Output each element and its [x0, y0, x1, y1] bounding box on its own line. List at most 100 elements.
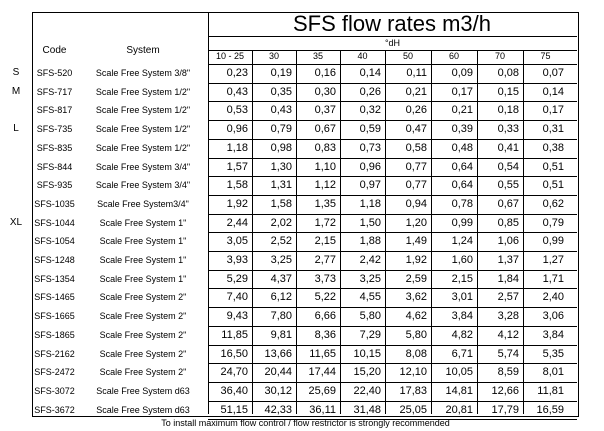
product-code: SFS-717 — [36, 86, 73, 97]
flow-rate-cell: 2,44 — [226, 216, 248, 229]
grid-line — [208, 36, 577, 37]
flow-rate-cell: 0,09 — [451, 67, 473, 79]
flow-rate-cell: 0,85 — [497, 216, 519, 229]
grid-line — [252, 50, 253, 414]
grid-line — [208, 344, 577, 346]
flow-rate-cell: 51,15 — [220, 403, 248, 416]
flow-rate-cell: 0,79 — [270, 123, 292, 136]
product-code: SFS-1665 — [34, 311, 75, 322]
flow-rate-cell: 5,29 — [226, 272, 248, 285]
flow-rate-cell: 1,58 — [270, 197, 292, 210]
product-code: SFS-1248 — [34, 255, 75, 265]
flow-rate-cell: 2,40 — [542, 291, 564, 304]
flow-rate-cell: 0,43 — [270, 104, 292, 117]
flow-rate-cell: 0,62 — [542, 197, 564, 210]
flow-rate-cell: 12,10 — [399, 366, 427, 379]
product-code: SFS-3672 — [34, 404, 75, 415]
flow-rate-cell: 0,79 — [542, 216, 564, 229]
flow-rate-cell: 0,19 — [270, 67, 292, 79]
flow-rate-cell: 7,80 — [270, 310, 292, 323]
flow-rate-cell: 15,20 — [353, 366, 381, 379]
product-code: SFS-1354 — [34, 273, 75, 284]
flow-rate-cell: 1,18 — [359, 197, 381, 210]
grid-line — [385, 50, 386, 414]
flow-rate-cell: 0,99 — [451, 216, 473, 229]
flow-rate-cell: 31,48 — [353, 403, 381, 416]
hardness-column-header: 30 — [268, 51, 279, 61]
flow-rate-cell: 1,88 — [359, 235, 381, 248]
flow-rate-cell: 0,41 — [497, 141, 519, 154]
grid-line — [208, 50, 577, 51]
grid-line — [208, 363, 577, 365]
flow-rate-cell: 0,58 — [405, 141, 427, 154]
flow-rate-cell: 17,44 — [308, 366, 336, 379]
system-name: Scale Free System 2" — [99, 348, 187, 359]
grid-line — [208, 232, 577, 234]
flow-rate-cell: 0,64 — [451, 179, 473, 192]
flow-rate-cell: 0,53 — [226, 104, 248, 117]
flow-rate-cell: 0,51 — [542, 160, 564, 173]
flow-rate-cell: 5,80 — [405, 328, 427, 341]
flow-rate-cell: 1,35 — [314, 197, 336, 210]
flow-rate-cell: 5,22 — [314, 291, 336, 304]
system-name: Scale Free System d63 — [96, 385, 190, 396]
flow-rate-cell: 0,37 — [314, 104, 336, 117]
flow-rate-cell: 36,11 — [309, 403, 336, 416]
flow-rate-cell: 5,80 — [359, 310, 381, 323]
flow-rate-cell: 4,82 — [451, 328, 473, 341]
flow-rate-cell: 0,17 — [542, 104, 564, 117]
product-code: SFS-1865 — [34, 329, 75, 340]
flow-rate-cell: 0,77 — [405, 160, 427, 173]
flow-rate-cell: 0,77 — [405, 179, 427, 192]
grid-line — [477, 50, 478, 414]
table-frame — [32, 12, 579, 417]
flow-rate-cell: 0,23 — [226, 67, 248, 79]
grid-line — [208, 82, 577, 84]
flow-rate-cell: 0,67 — [314, 123, 336, 136]
flow-rate-cell: 7,40 — [226, 291, 248, 304]
grid-line — [340, 50, 341, 414]
product-code: SFS-3072 — [34, 385, 75, 396]
flow-rate-cell: 0,14 — [542, 85, 564, 98]
grid-line — [208, 12, 209, 414]
flow-rate-cell: 3,28 — [497, 310, 519, 323]
system-name: Scale Free System 3/8" — [95, 68, 191, 78]
flow-rate-cell: 0,99 — [542, 235, 564, 248]
flow-rate-cell: 11,65 — [309, 347, 336, 360]
size-class-label: S — [12, 67, 20, 78]
flow-rate-cell: 1,20 — [405, 216, 427, 229]
flow-rate-cell: 0,38 — [542, 141, 564, 154]
flow-rate-cell: 1,18 — [226, 141, 248, 154]
flow-rate-cell: 0,59 — [359, 123, 381, 136]
flow-rate-cell: 2,52 — [270, 235, 292, 248]
flow-rate-cell: 1,24 — [451, 235, 473, 248]
flow-rate-cell: 2,59 — [405, 272, 427, 285]
flow-rate-cell: 6,71 — [451, 347, 473, 360]
flow-rate-cell: 1,57 — [226, 160, 248, 173]
flow-rate-cell: 3,25 — [270, 254, 292, 266]
flow-rate-cell: 10,15 — [353, 347, 381, 360]
flow-rate-cell: 4,62 — [405, 310, 427, 323]
flow-rate-cell: 5,35 — [542, 347, 564, 360]
flow-rate-cell: 17,83 — [399, 384, 427, 397]
flow-rate-cell: 3,84 — [542, 328, 564, 341]
system-name: Scale Free System 1/2" — [95, 124, 191, 135]
flow-rate-cell: 0,73 — [359, 141, 381, 154]
system-name: Scale Free System 2" — [99, 311, 187, 322]
flow-rate-cell: 36,40 — [220, 384, 248, 397]
flow-rate-cell: 0,55 — [497, 179, 519, 192]
flow-rate-cell: 0,97 — [359, 179, 381, 192]
grid-line — [208, 381, 577, 383]
grid-line — [208, 288, 577, 290]
flow-rate-cell: 25,69 — [308, 384, 336, 397]
product-code: SFS-1054 — [34, 236, 75, 247]
flow-rate-cell: 0,43 — [226, 85, 248, 98]
system-name: Scale Free System 3/4" — [95, 161, 191, 172]
flow-rate-cell: 3,93 — [226, 254, 248, 266]
grid-line — [208, 138, 577, 140]
table-title: SFS flow rates m3/h — [292, 11, 492, 36]
flow-rate-cell: 3,06 — [542, 310, 564, 323]
flow-rate-cell: 0,11 — [406, 67, 427, 79]
grid-line — [208, 269, 577, 271]
flow-rate-cell: 1,60 — [451, 254, 473, 266]
